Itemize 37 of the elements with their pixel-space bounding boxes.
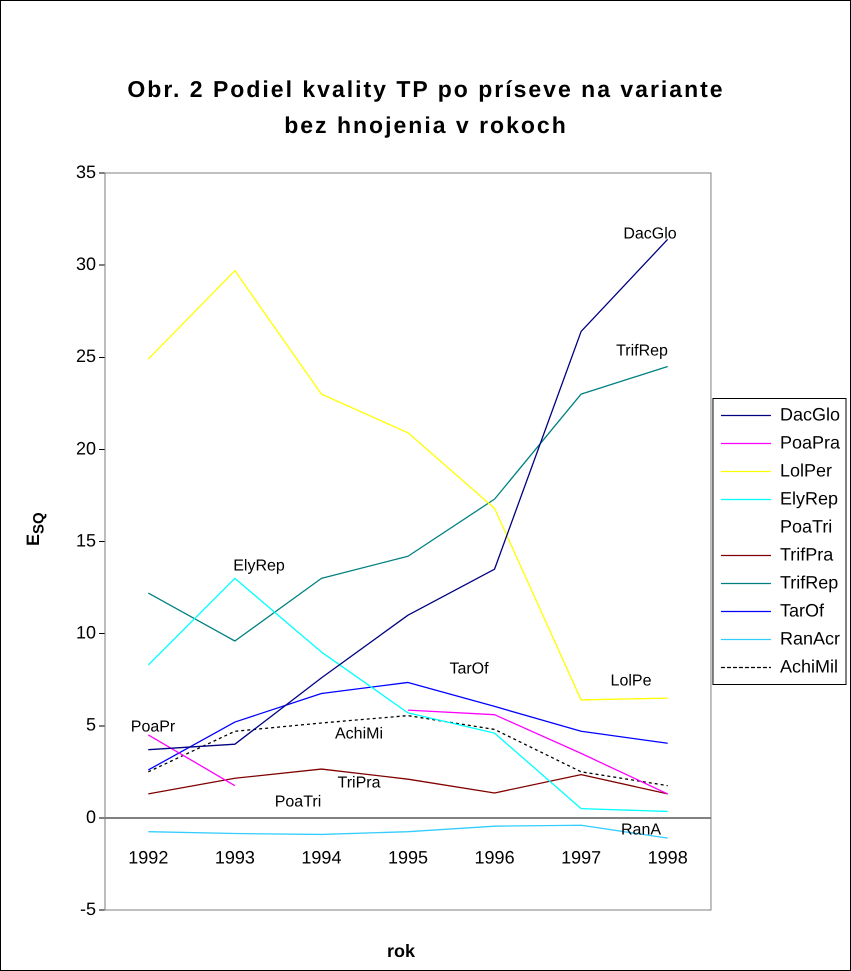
legend-label: AchiMil bbox=[780, 656, 838, 676]
annotation: LolPe bbox=[610, 672, 652, 690]
legend-label: ElyRep bbox=[780, 488, 838, 508]
y-tick-label: 20 bbox=[76, 438, 96, 458]
legend-label: PoaPra bbox=[780, 432, 841, 452]
y-tick-label: -5 bbox=[80, 898, 96, 919]
annotation: DacGlo bbox=[623, 225, 677, 242]
legend-label: TrifPra bbox=[780, 544, 834, 564]
x-tick-label: 1992 bbox=[128, 848, 168, 868]
annotation: ElyRep bbox=[233, 557, 285, 574]
text: PoaTri bbox=[780, 516, 832, 536]
x-tick-label: 1993 bbox=[214, 848, 255, 868]
x-tick-label: 1995 bbox=[388, 848, 428, 868]
chart-title: Obr. 2 Podiel kvality TP po príseve na variante bez hnojenia v rokoch bbox=[126, 75, 726, 140]
legend-label: DacGlo bbox=[780, 404, 840, 424]
x-tick-label: 1997 bbox=[561, 848, 602, 868]
annotation: TrifRep bbox=[616, 342, 668, 360]
x-tick-label: 1996 bbox=[474, 848, 515, 868]
annotation: TriPra bbox=[338, 774, 381, 792]
legend-label: LolPer bbox=[780, 460, 832, 480]
legend-label: TarOf bbox=[780, 600, 825, 620]
y-tick-label: 30 bbox=[76, 254, 96, 274]
y-tick-label: 35 bbox=[76, 162, 96, 182]
x-axis-title: rok bbox=[386, 941, 416, 962]
x-tick-label: 1994 bbox=[301, 848, 342, 868]
y-tick-label: 0 bbox=[86, 806, 96, 827]
annotation: TarOf bbox=[449, 660, 490, 678]
annotation: PoaPr bbox=[130, 718, 176, 736]
annotation: PoaTri bbox=[274, 793, 322, 810]
y-tick-label: 25 bbox=[76, 346, 96, 366]
x-tick-label: 1998 bbox=[648, 848, 688, 868]
legend-label: RanAcr bbox=[780, 628, 840, 648]
y-tick-label: 5 bbox=[86, 714, 96, 735]
y-tick-label: 15 bbox=[76, 530, 96, 550]
y-tick-label: 10 bbox=[76, 622, 96, 643]
legend-label: TrifRep bbox=[780, 572, 838, 592]
annotation: AchiMi bbox=[334, 725, 384, 742]
